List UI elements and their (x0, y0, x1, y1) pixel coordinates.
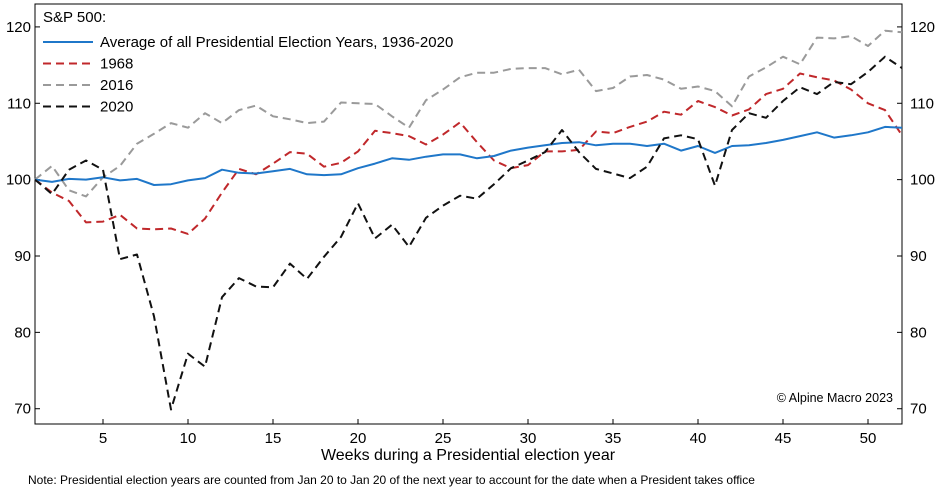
y-tick-label-left: 120 (6, 19, 31, 36)
series-lines (34, 29, 903, 411)
x-tick-label: 20 (350, 430, 367, 447)
chart-legend: Average of all Presidential Election Yea… (43, 34, 453, 116)
series-line-0 (34, 125, 903, 186)
x-tick-label: 5 (99, 430, 107, 447)
plot-frame (34, 3, 903, 425)
y-tick-label-left: 70 (14, 401, 31, 418)
x-tick-label: 35 (605, 430, 622, 447)
x-tick-label: 40 (690, 430, 707, 447)
legend-label: 2020 (100, 99, 133, 116)
series-line-2 (34, 29, 903, 198)
x-tick-label: 30 (520, 430, 537, 447)
y-tick-label-right: 100 (910, 172, 935, 189)
x-tick-label: 45 (775, 430, 792, 447)
x-tick-label: 15 (265, 430, 282, 447)
x-tick-label: 10 (180, 430, 197, 447)
x-tick-label: 50 (860, 430, 877, 447)
y-tick-label-left: 90 (14, 248, 31, 265)
series-line-3 (34, 55, 903, 411)
footnote: Note: Presidential election years are co… (28, 473, 755, 487)
y-tick-label-right: 70 (910, 401, 927, 418)
axis-ticks: 5 10 15 20 25 30 35 40 45 50 70 70 80 80 90 90 100 100 110… (6, 19, 935, 447)
y-tick-label-right: 110 (910, 95, 934, 112)
legend-label: 1968 (100, 56, 133, 73)
x-axis-label: Weeks during a Presidential election yea… (321, 447, 616, 464)
legend-label: 2016 (100, 77, 133, 94)
y-tick-label-left: 110 (7, 95, 31, 112)
y-tick-label-right: 120 (910, 19, 935, 36)
y-tick-label-left: 80 (14, 324, 31, 341)
legend-label: Average of all Presidential Election Yea… (100, 34, 453, 51)
chart-title: S&P 500: (43, 9, 106, 26)
series-line-1 (34, 72, 903, 235)
y-tick-label-right: 80 (910, 324, 927, 341)
copyright-text: © Alpine Macro 2023 (777, 391, 893, 405)
x-tick-label: 25 (435, 430, 452, 447)
y-tick-label-right: 90 (910, 248, 927, 265)
y-tick-label-left: 100 (6, 172, 31, 189)
